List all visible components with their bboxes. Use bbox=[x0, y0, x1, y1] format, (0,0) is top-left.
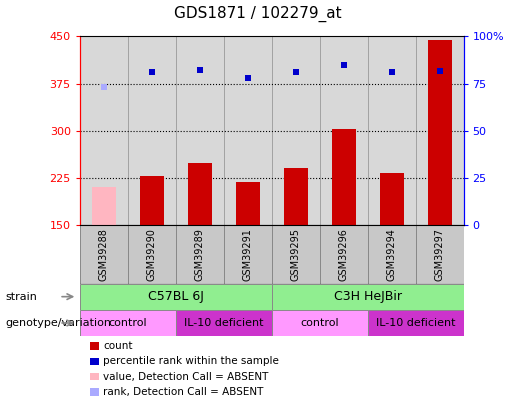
Text: value, Detection Call = ABSENT: value, Detection Call = ABSENT bbox=[103, 372, 268, 382]
Bar bbox=[368, 310, 464, 336]
Bar bbox=[176, 225, 224, 283]
Text: C3H HeJBir: C3H HeJBir bbox=[334, 290, 402, 303]
Bar bbox=[128, 225, 176, 283]
Text: control: control bbox=[300, 318, 339, 328]
Text: rank, Detection Call = ABSENT: rank, Detection Call = ABSENT bbox=[103, 387, 263, 397]
Bar bbox=[368, 225, 416, 283]
Bar bbox=[176, 310, 272, 336]
Bar bbox=[272, 225, 320, 283]
Bar bbox=[92, 187, 116, 225]
Text: GDS1871 / 102279_at: GDS1871 / 102279_at bbox=[174, 6, 341, 22]
Text: percentile rank within the sample: percentile rank within the sample bbox=[103, 356, 279, 366]
Bar bbox=[272, 284, 464, 310]
Text: count: count bbox=[103, 341, 132, 351]
Bar bbox=[188, 163, 212, 225]
Text: GSM39290: GSM39290 bbox=[147, 228, 157, 281]
Point bbox=[148, 69, 156, 75]
Text: C57BL 6J: C57BL 6J bbox=[148, 290, 203, 303]
Text: control: control bbox=[109, 318, 147, 328]
Point bbox=[339, 62, 348, 68]
Point bbox=[291, 69, 300, 75]
Text: IL-10 deficient: IL-10 deficient bbox=[376, 318, 455, 328]
Text: GSM39289: GSM39289 bbox=[195, 228, 205, 281]
Point bbox=[196, 66, 204, 73]
Bar bbox=[284, 168, 307, 225]
Text: GSM39294: GSM39294 bbox=[387, 228, 397, 281]
Bar bbox=[236, 182, 260, 225]
Text: GSM39295: GSM39295 bbox=[290, 228, 301, 281]
Bar bbox=[224, 225, 272, 283]
Point bbox=[100, 83, 108, 90]
Text: genotype/variation: genotype/variation bbox=[5, 318, 111, 328]
Point bbox=[244, 75, 252, 81]
Text: GSM39291: GSM39291 bbox=[243, 228, 253, 281]
Bar bbox=[80, 310, 176, 336]
Bar bbox=[320, 225, 368, 283]
Text: strain: strain bbox=[5, 292, 37, 302]
Bar bbox=[416, 225, 464, 283]
Bar bbox=[80, 225, 128, 283]
Bar bbox=[380, 173, 404, 225]
Text: IL-10 deficient: IL-10 deficient bbox=[184, 318, 264, 328]
Bar bbox=[427, 40, 452, 225]
Text: GSM39297: GSM39297 bbox=[435, 228, 444, 281]
Bar bbox=[332, 129, 355, 225]
Bar bbox=[80, 284, 272, 310]
Text: GSM39296: GSM39296 bbox=[338, 228, 349, 281]
Bar bbox=[140, 176, 164, 225]
Bar bbox=[272, 310, 368, 336]
Text: GSM39288: GSM39288 bbox=[99, 228, 109, 281]
Point bbox=[387, 69, 396, 75]
Point bbox=[435, 68, 443, 74]
